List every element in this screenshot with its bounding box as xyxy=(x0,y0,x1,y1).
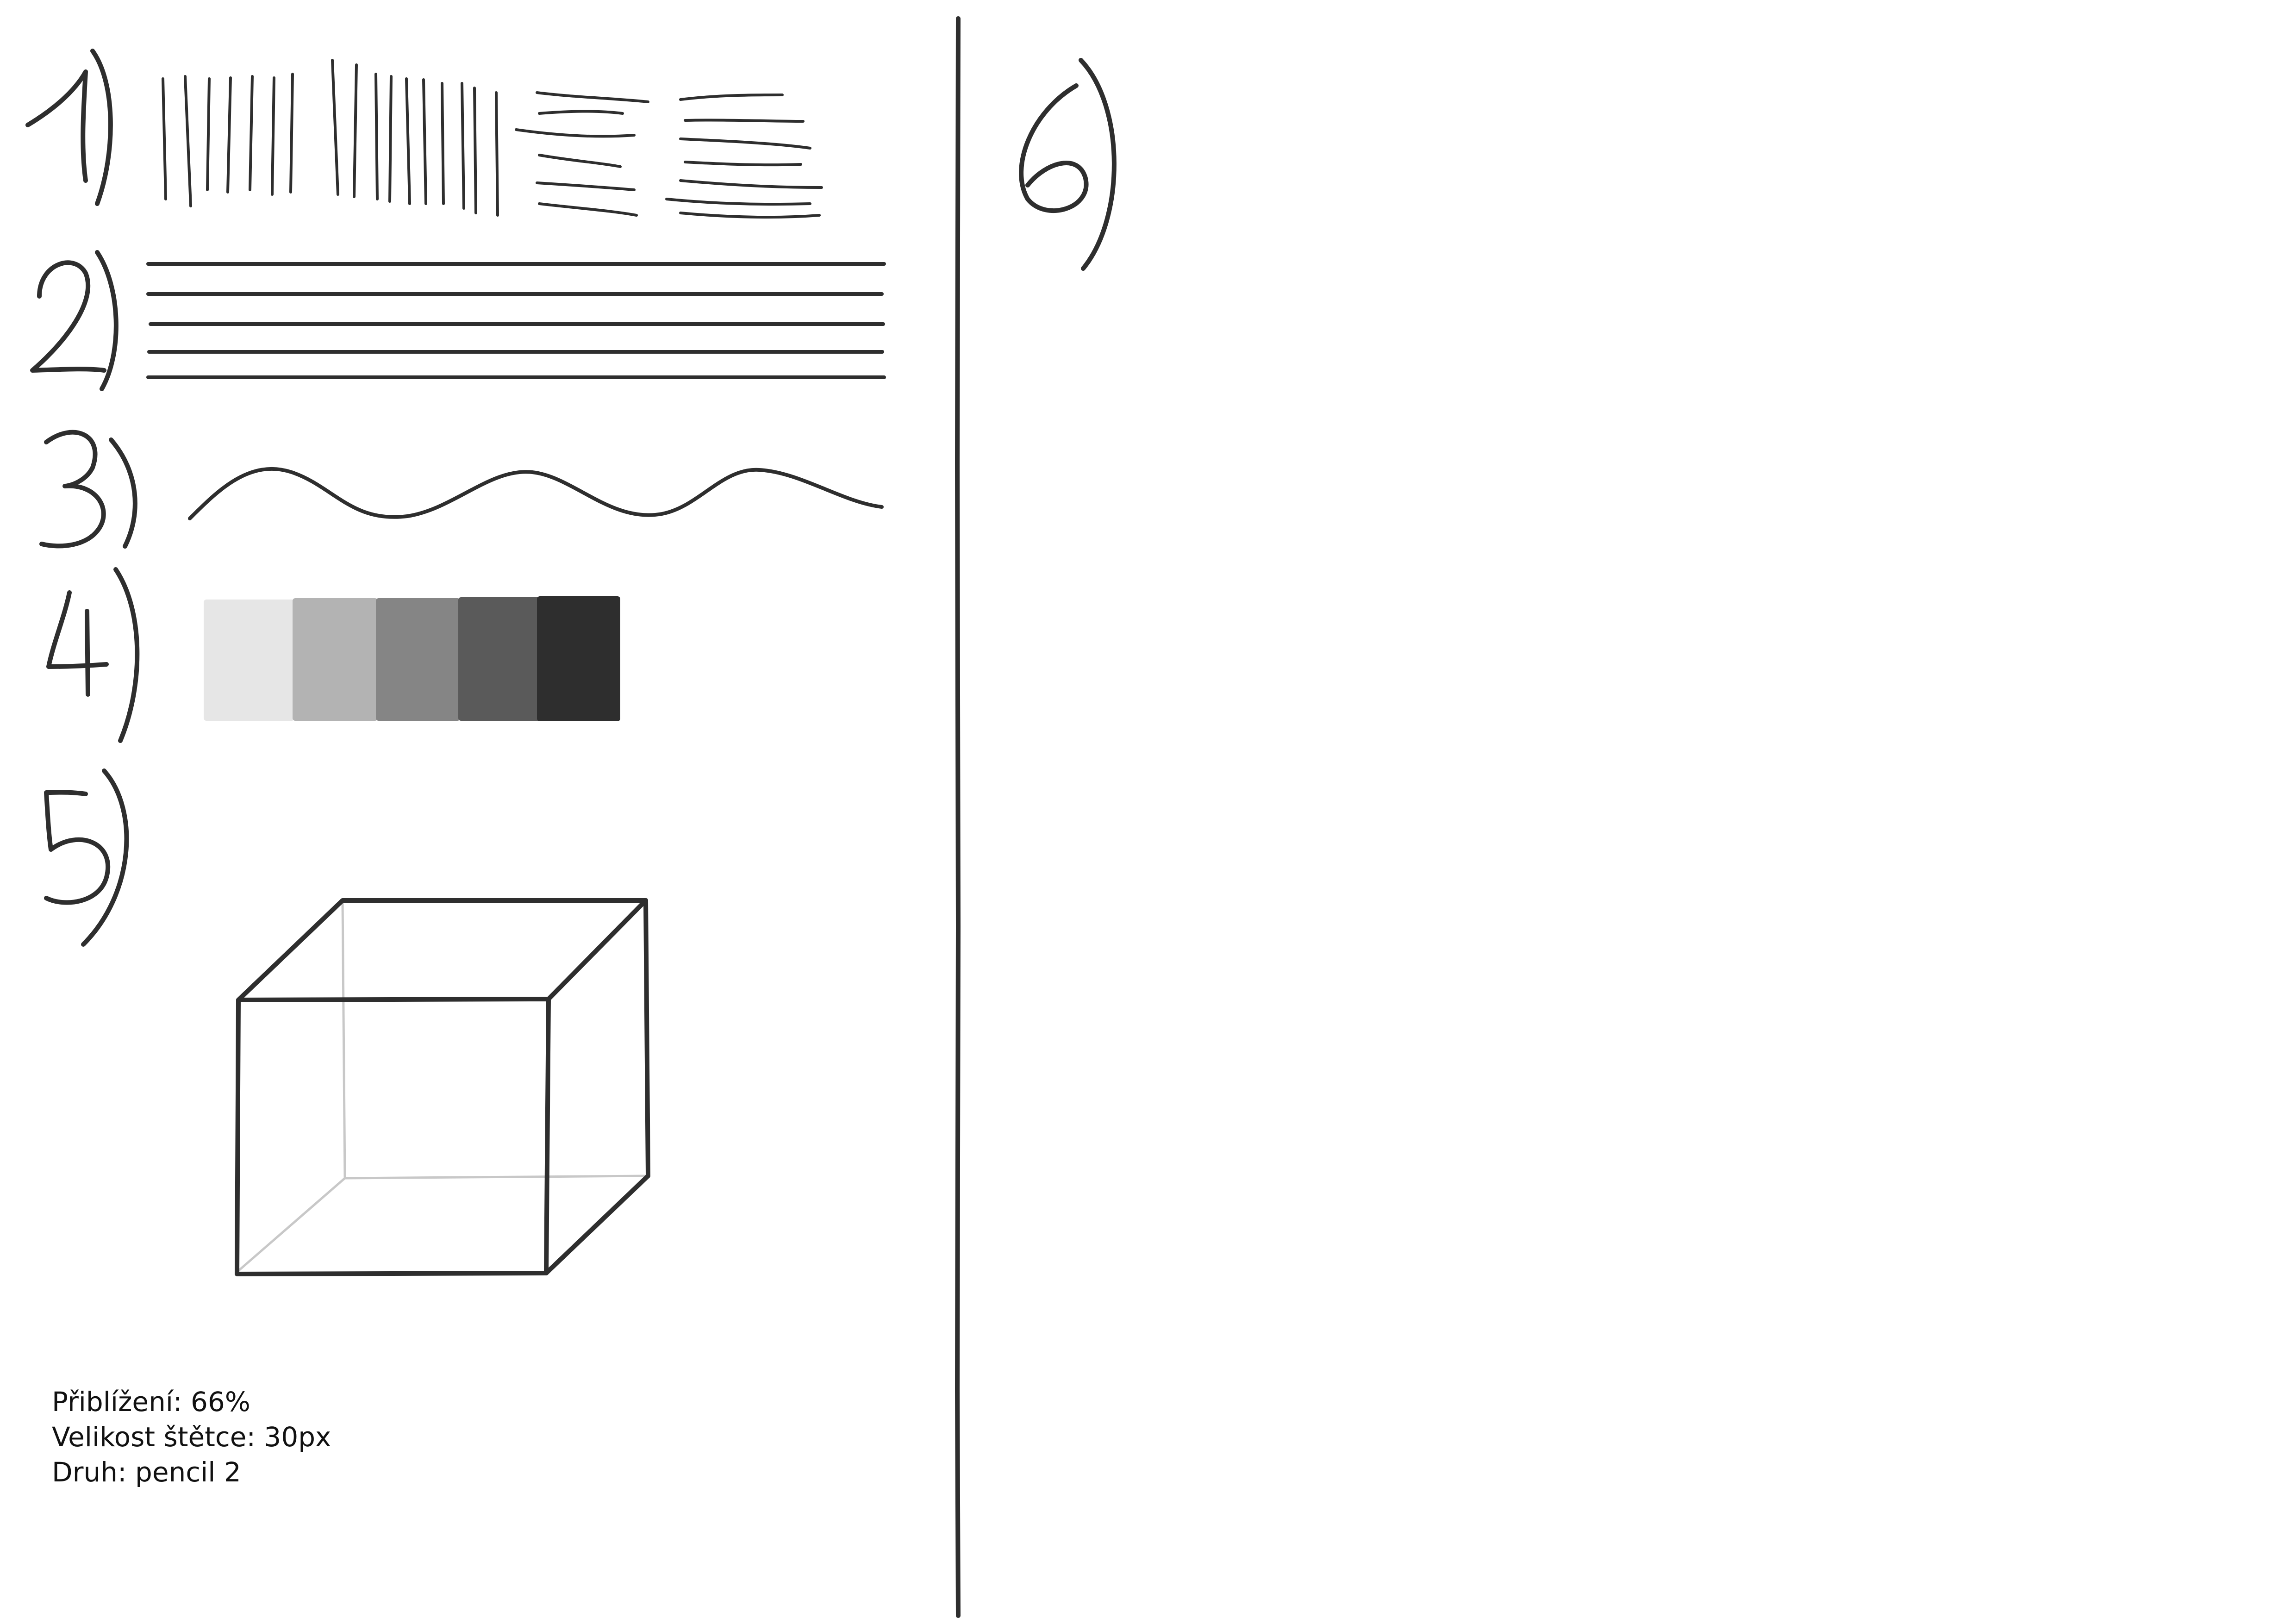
tone-swatch-darkest xyxy=(537,596,620,721)
exercise-4-number xyxy=(46,567,140,743)
tone-swatch-mid xyxy=(376,598,460,721)
vertical-hatching xyxy=(162,59,499,217)
wavy-line xyxy=(188,467,884,520)
exercise-1-number xyxy=(25,49,113,206)
exercise-2 xyxy=(30,250,886,391)
horizontal-hatching-b xyxy=(665,94,823,219)
tone-swatch-light xyxy=(293,598,378,721)
brush-info-panel: Přiblížení: 66% Velikost štětce: 30px Dr… xyxy=(52,1384,331,1490)
tonal-scale xyxy=(204,596,620,721)
brush-type-label: Druh: pencil 2 xyxy=(52,1456,241,1488)
exercise-5 xyxy=(44,768,650,1276)
zoom-label: Přiblížení: 66% xyxy=(52,1386,250,1418)
tone-swatch-lightest xyxy=(204,600,294,721)
page-divider xyxy=(955,16,961,1618)
exercise-6-paren xyxy=(1079,58,1117,271)
exercise-1 xyxy=(25,49,823,219)
exercise-3-number xyxy=(39,430,137,549)
exercise-4 xyxy=(46,567,620,743)
exercise-3 xyxy=(39,430,884,549)
straight-lines xyxy=(146,262,886,379)
cube xyxy=(235,898,650,1276)
tone-swatch-dark xyxy=(458,597,542,721)
exercise-2-number xyxy=(30,250,119,391)
exercise-6-number xyxy=(1019,83,1089,213)
horizontal-hatching-a xyxy=(515,91,649,217)
brush-size-label: Velikost štětce: 30px xyxy=(52,1421,331,1453)
exercise-6 xyxy=(1019,58,1117,271)
exercise-5-number xyxy=(44,768,129,947)
